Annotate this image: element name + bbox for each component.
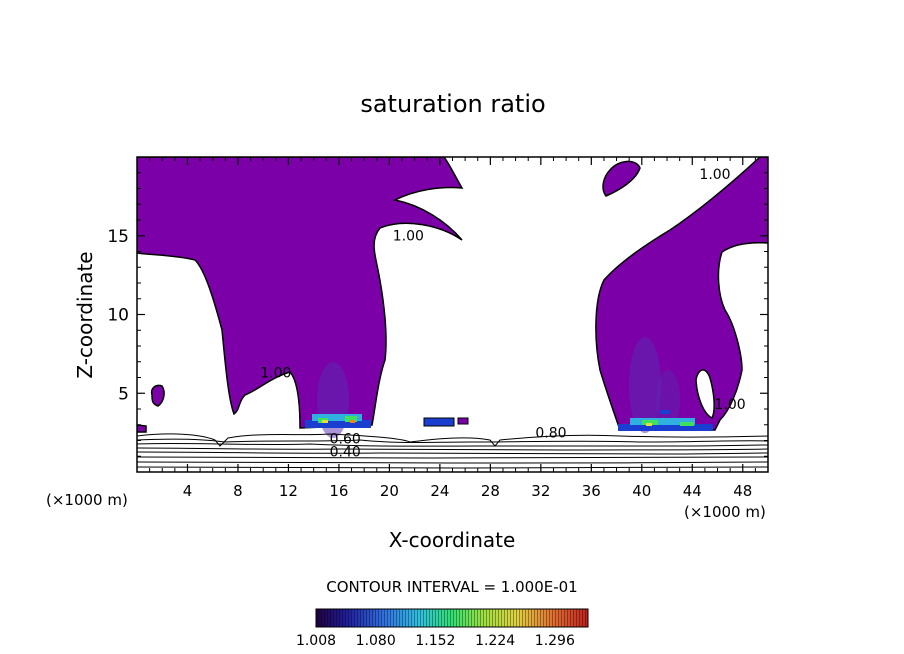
x-tick-label: 12 bbox=[279, 482, 298, 500]
x-tick-group: 4 8 12 16 20 24 28 32 36 40 44 48 bbox=[149, 157, 756, 500]
saturated-region-left bbox=[137, 157, 464, 429]
x-tick-label: 40 bbox=[632, 482, 651, 500]
y-tick-group: 5 10 15 bbox=[107, 172, 768, 457]
contour-label: 0.60 bbox=[330, 432, 361, 448]
x-tick-label: 8 bbox=[233, 482, 243, 500]
x-tick-label: 32 bbox=[531, 482, 550, 500]
contour-label: 0.80 bbox=[535, 425, 566, 441]
x-tick-label: 28 bbox=[481, 482, 500, 500]
contour-label-group: 1.00 1.00 1.00 1.00 0.80 0.600.40 bbox=[260, 167, 746, 460]
x-unit-right: (×1000 m) bbox=[684, 503, 766, 521]
core-shading bbox=[629, 337, 661, 433]
contour-lines bbox=[137, 433, 768, 469]
colorbar-tick-label: 1.296 bbox=[535, 633, 575, 649]
x-tick-label: 48 bbox=[733, 482, 752, 500]
colorbar-tick-label: 1.080 bbox=[356, 633, 396, 649]
x-tick-label: 16 bbox=[329, 482, 348, 500]
x-tick-label: 24 bbox=[430, 482, 449, 500]
contour-label: 1.00 bbox=[393, 228, 424, 244]
y-tick-label: 10 bbox=[107, 306, 129, 326]
saturated-region-small-left bbox=[150, 384, 165, 407]
x-tick-label: 44 bbox=[683, 482, 702, 500]
high-value-patches bbox=[305, 410, 713, 431]
contour-interval-label: CONTOUR INTERVAL = 1.000E-01 bbox=[326, 578, 577, 596]
x-unit-left: (×1000 m) bbox=[46, 491, 128, 509]
saturated-region-right bbox=[595, 157, 768, 431]
contour-label: 0.40 bbox=[330, 444, 361, 460]
contour-label: 1.00 bbox=[260, 366, 291, 382]
saturated-region-top-right bbox=[602, 160, 641, 197]
chart-title: saturation ratio bbox=[360, 90, 545, 118]
contour-label: 1.00 bbox=[715, 397, 746, 413]
x-axis-label: X-coordinate bbox=[389, 528, 516, 552]
colorbar-tick-label: 1.224 bbox=[475, 633, 515, 649]
colorbar-labels: 1.008 1.080 1.152 1.224 1.296 bbox=[296, 633, 575, 649]
x-tick-label: 36 bbox=[582, 482, 601, 500]
colorbar-tick-label: 1.152 bbox=[415, 633, 455, 649]
subsaturated-hole bbox=[695, 369, 715, 420]
y-axis-label: Z-coordinate bbox=[73, 251, 97, 378]
y-tick-label: 5 bbox=[118, 384, 129, 404]
x-tick-label: 20 bbox=[380, 482, 399, 500]
x-tick-label: 4 bbox=[183, 482, 193, 500]
saturated-region-edge bbox=[137, 424, 147, 433]
core-shading bbox=[656, 370, 680, 430]
colorbar: 1.008 1.080 1.152 1.224 1.296 bbox=[296, 608, 589, 649]
colorbar-tick-label: 1.008 bbox=[296, 633, 336, 649]
y-tick-label: 15 bbox=[107, 227, 129, 247]
contour-label: 1.00 bbox=[699, 167, 730, 183]
